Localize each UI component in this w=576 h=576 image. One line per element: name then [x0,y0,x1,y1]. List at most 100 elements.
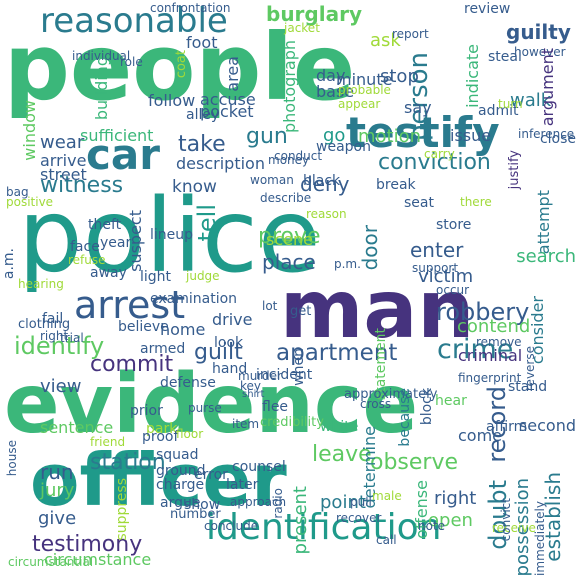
word-door: door [358,225,382,271]
word-store: store [436,217,472,233]
word-minute: minute [336,70,393,89]
word-guilt: guilt [194,340,243,365]
word-charge: charge [156,477,205,493]
word-victim: victim [418,266,474,287]
word-p-m: p.m. [334,257,361,271]
word-identification: identification [206,507,442,548]
word-defense: defense [160,375,216,391]
word-ground: ground [156,463,206,479]
word-robbery: robbery [436,298,530,326]
word-light: light [140,269,172,285]
word-indicate: indicate [463,44,482,108]
word-describe: describe [260,191,312,205]
word-probable: probable [338,83,391,97]
word-look: look [214,335,244,351]
word-weapon: weapon [316,139,371,155]
word-bag: bag [6,185,29,199]
word-argue: argue [160,495,201,511]
word-recover: recover [336,511,382,525]
word-observe: observe [370,450,459,475]
word-there: there [460,195,492,209]
word-scene: scene [266,230,313,249]
word-refuse: refuse [68,253,106,267]
word-examination: examination [150,291,238,307]
word-testimony: testimony [32,532,143,557]
word-circumstance: circumstance [44,550,152,569]
word-armed: armed [140,341,186,357]
word-justify: justify [507,150,522,190]
word-photograph: photograph [280,40,299,133]
word-lot: lot [262,299,278,313]
word-shirt: shirt [242,389,265,400]
word-clothing: clothing [18,317,71,332]
word-white: white [320,419,359,435]
word-admit: admit [478,103,519,119]
word-pocket: pocket [200,102,254,121]
word-fingerprint: fingerprint [458,371,522,385]
word-drive: drive [212,310,253,329]
word-conclude: conclude [204,519,259,533]
word-officer: officer [30,438,287,522]
word-hear: hear [435,393,467,409]
word-say: say [404,98,432,117]
word-male: male [372,489,402,503]
word-street: street [40,165,87,184]
word-inference: inference [518,127,575,141]
word-hand: hand [212,361,248,377]
word-conviction: conviction [378,150,491,175]
word-show: show [184,497,221,513]
word-note: note [418,519,446,533]
word-away: away [90,265,127,281]
word-enter: enter [410,238,464,262]
word-man: man [280,263,475,356]
word-lineup: lineup [150,227,194,243]
word-point: point [320,492,366,513]
word-because: because [397,388,413,447]
word-black: black [303,173,341,189]
word-present: present [290,486,311,555]
word-contend: contend [457,316,531,337]
word-arrive: arrive [40,151,87,170]
word-face: face [70,239,100,255]
word-jury: jury [40,480,75,501]
word-counsel: counsel [232,459,286,475]
word-motion: motion [358,126,422,147]
word-right: right [40,329,69,343]
word-walk: walk [510,90,552,111]
word-reasonable: reasonable [40,1,228,41]
word-floor: floor [176,427,204,441]
word-argument: argument [538,48,557,127]
word-place: place [262,250,316,274]
word-proof: proof [142,429,179,445]
word-woman: woman [250,173,294,187]
word-jacket: jacket [284,21,320,35]
word-steal: steal [488,49,522,65]
word-break: break [376,177,416,193]
word-hearing: hearing [18,277,64,291]
word-stand: stand [508,379,548,395]
word-prior: prior [130,403,163,419]
word-description: description [176,154,265,173]
word-immediately: immediately [533,501,547,576]
word-prove: prove [258,224,321,249]
word-role: role [120,55,143,69]
word-judge: judge [186,269,220,283]
word-area: area [223,56,242,92]
word-evidence: evidence [4,357,419,452]
word-home: home [160,320,206,339]
word-ask: ask [370,30,401,51]
word-support: support [412,261,459,275]
word-report: report [392,27,429,41]
word-purse: purse [188,401,222,415]
word-commit: commit [90,352,174,377]
word-arrest: arrest [74,283,186,327]
word-come: come [458,426,503,445]
word-flee: flee [262,399,289,415]
word-go: go [323,125,346,146]
word-second: second [518,416,576,435]
word-approximately: approximately [344,387,438,402]
word-believe: believe [118,319,169,335]
word-station: station [90,450,166,475]
word-open: open [428,510,473,531]
word-appear: appear [338,97,381,111]
